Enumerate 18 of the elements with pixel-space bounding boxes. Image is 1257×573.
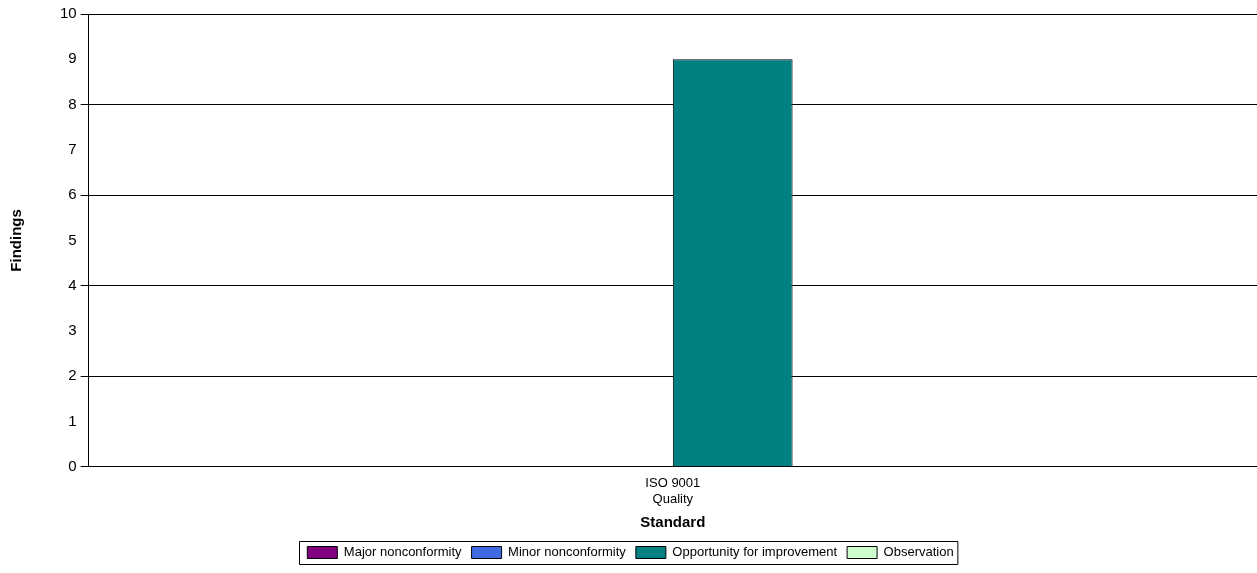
legend-label: Opportunity for improvement [672, 544, 838, 560]
y-tick-label: 8 [68, 94, 77, 112]
y-axis-title: Findings [7, 209, 25, 272]
y-tick-label: 2 [68, 366, 77, 384]
y-tick-label: 10 [60, 4, 77, 22]
x-tick-label: ISO 9001 Quality [645, 475, 701, 506]
y-tick-label: 3 [68, 321, 77, 339]
y-tick-label: 0 [68, 456, 77, 474]
x-axis-title: Standard [640, 513, 706, 531]
y-tick-label: 9 [68, 49, 77, 67]
y-tick-label: 7 [68, 139, 77, 157]
legend-label: Observation [883, 544, 954, 560]
legend-label: Major nonconformity [343, 544, 463, 560]
y-tick-label: 5 [68, 230, 77, 248]
y-tick-label: 6 [68, 185, 77, 203]
y-tick-label: 4 [68, 275, 77, 293]
y-tick-label: 1 [68, 411, 77, 429]
legend-label: Minor nonconformity [508, 544, 627, 560]
